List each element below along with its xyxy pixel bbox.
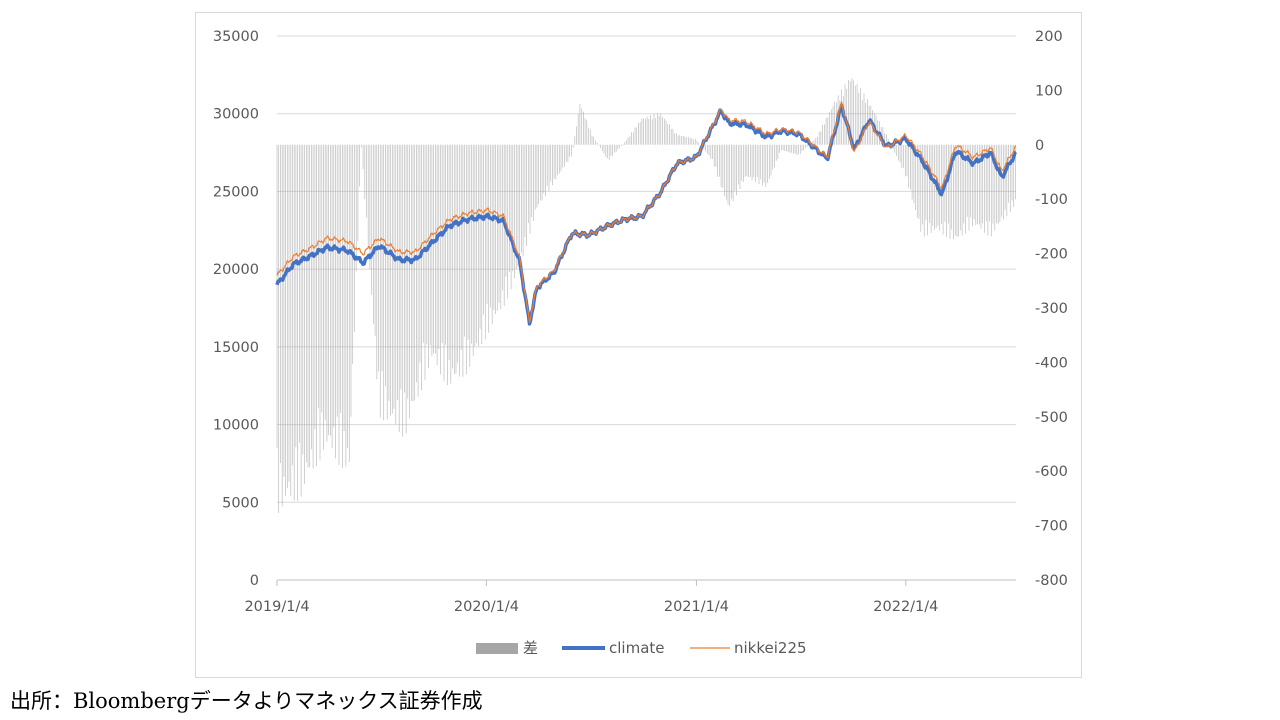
y-right-tick-label: -700: [1035, 519, 1068, 535]
legend: 差 climate nikkei225: [476, 639, 807, 657]
gridlines: [277, 35, 1016, 503]
y-right-tick-label: -400: [1035, 355, 1068, 371]
series-line-nikkei225: [276, 101, 1017, 323]
x-tick-label: 2019/1/4: [244, 599, 309, 615]
y-right-tick-label: -500: [1035, 410, 1068, 426]
series-lines: [275, 101, 1018, 326]
y-left-tick-label: 15000: [213, 340, 259, 356]
y-left-tick-label: 25000: [213, 184, 259, 200]
y-left-tick-label: 30000: [213, 107, 259, 123]
legend-label-nikkei225: nikkei225: [734, 639, 807, 657]
legend-label-climate: climate: [609, 639, 665, 657]
y-right-tick-label: -300: [1035, 301, 1068, 317]
y-right-tick-label: -100: [1035, 192, 1068, 208]
x-tick-label: 2022/1/4: [873, 599, 938, 615]
x-tick-label: 2021/1/4: [664, 599, 729, 615]
series-line-climate: [275, 103, 1018, 326]
diff-bars: [276, 78, 1016, 513]
y-right-tick-label: 0: [1035, 138, 1044, 154]
y-right-tick-label: 200: [1035, 29, 1063, 45]
y-left-tick-label: 10000: [213, 418, 259, 434]
legend-swatch-diff: [476, 643, 518, 654]
x-tick-label: 2020/1/4: [454, 599, 519, 615]
axes: 0 5000 10000 15000 20000 25000 30000 35000 -800 -…: [213, 29, 1068, 615]
source-note: 出所：Bloombergデータよりマネックス証券作成: [10, 689, 483, 713]
y-left-tick-label: 5000: [222, 495, 259, 511]
y-right-tick-label: 100: [1035, 83, 1063, 99]
y-left-tick-label: 0: [250, 573, 259, 589]
legend-label-diff: 差: [523, 639, 538, 657]
y-left-tick-label: 35000: [213, 29, 259, 45]
y-right-tick-label: -200: [1035, 247, 1068, 263]
y-right-tick-label: -600: [1035, 464, 1068, 480]
y-right-tick-label: -800: [1035, 573, 1068, 589]
y-left-tick-label: 20000: [213, 262, 259, 278]
